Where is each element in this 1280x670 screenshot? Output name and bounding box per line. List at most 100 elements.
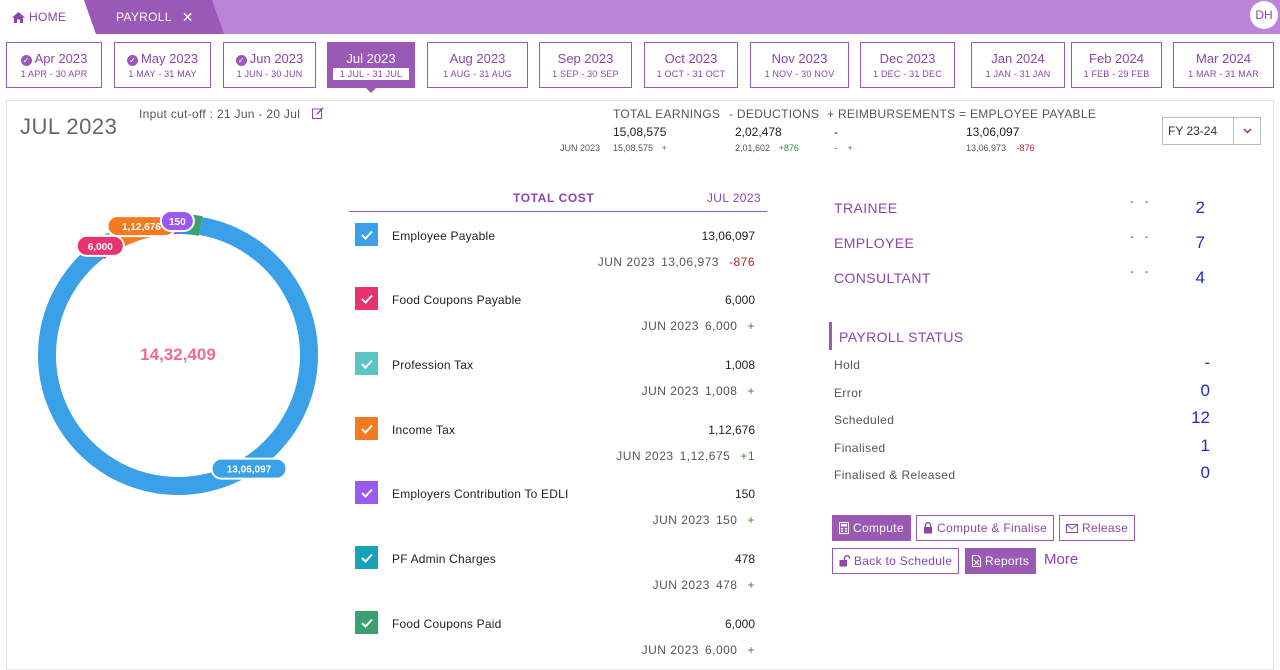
- month-name-text: Apr 2023: [35, 51, 88, 66]
- tab-payroll-label: PAYROLL: [116, 10, 172, 24]
- headcount-dash: - -: [1130, 231, 1152, 243]
- status-value[interactable]: 1: [1160, 436, 1210, 456]
- home-icon: [12, 12, 25, 23]
- month-range: 1 DEC - 31 DEC: [861, 69, 954, 79]
- month-name-text: May 2023: [141, 51, 198, 66]
- checkbox-checked[interactable]: [355, 611, 378, 634]
- month-tab[interactable]: Mar 2024 1 MAR - 31 MAR: [1173, 42, 1274, 88]
- release-label: Release: [1082, 521, 1128, 535]
- checkbox-checked[interactable]: [355, 223, 378, 246]
- month-tab[interactable]: ✓Apr 2023 1 APR - 30 APR: [6, 42, 102, 88]
- compute-label: Compute: [853, 521, 904, 535]
- deductions-value: 2,02,478: [735, 125, 782, 139]
- headcount-value[interactable]: 2: [1160, 198, 1205, 218]
- status-value[interactable]: -: [1160, 353, 1210, 373]
- release-button[interactable]: Release: [1059, 515, 1135, 541]
- month-name-text: Jan 2024: [991, 51, 1045, 66]
- checkbox-checked[interactable]: [355, 417, 378, 440]
- month-tab[interactable]: Feb 2024 1 FEB - 29 FEB: [1071, 42, 1162, 88]
- compute-button[interactable]: Compute: [832, 515, 911, 541]
- payable-prev: 13,06,973 -876: [966, 143, 1035, 153]
- back-to-schedule-button[interactable]: Back to Schedule: [832, 548, 959, 574]
- headcount-label: EMPLOYEE: [834, 235, 914, 251]
- compare-diff: +: [747, 643, 755, 657]
- month-name: Aug 2023: [428, 51, 527, 66]
- compare-month: JUN 2023: [598, 255, 655, 269]
- cost-row-name: Employers Contribution To EDLI: [392, 487, 569, 501]
- cost-row-name: Employee Payable: [392, 229, 495, 243]
- close-icon[interactable]: ✕: [182, 9, 194, 26]
- compare-value: 1,008: [705, 384, 738, 398]
- month-range: 1 JUN - 30 JUN: [224, 69, 315, 79]
- headcount-label: TRAINEE: [834, 200, 897, 216]
- donut-label-text: 150: [169, 217, 186, 228]
- donut-label: 13,06,097: [212, 459, 287, 479]
- cost-row-amount: 478: [735, 552, 755, 566]
- status-value[interactable]: 12: [1160, 408, 1210, 428]
- month-name: ✓Apr 2023: [7, 51, 101, 66]
- month-range: 1 FEB - 29 FEB: [1072, 69, 1161, 79]
- checkbox-checked[interactable]: [355, 287, 378, 310]
- month-name-text: Mar 2024: [1196, 51, 1251, 66]
- compare-value: 6,000: [705, 319, 738, 333]
- reports-button[interactable]: Reports: [965, 548, 1036, 574]
- check-circle-icon: ✓: [21, 55, 32, 66]
- chevron-down-icon[interactable]: [1233, 118, 1260, 144]
- compare-value: 13,06,973: [661, 255, 719, 269]
- status-value[interactable]: 0: [1160, 381, 1210, 401]
- more-link[interactable]: More: [1044, 551, 1078, 568]
- month-name: Feb 2024: [1072, 51, 1161, 66]
- cost-row-amount: 150: [735, 487, 755, 501]
- month-range: 1 MAR - 31 MAR: [1174, 69, 1273, 79]
- month-range: 1 OCT - 31 OCT: [645, 69, 737, 79]
- checkbox-checked[interactable]: [355, 352, 378, 375]
- month-range: 1 JUL - 31 JUL: [333, 68, 409, 80]
- month-range: 1 APR - 30 APR: [7, 69, 101, 79]
- month-range: 1 AUG - 31 AUG: [428, 69, 527, 79]
- month-tab[interactable]: Aug 2023 1 AUG - 31 AUG: [427, 42, 528, 88]
- compare-value: 150: [716, 513, 738, 527]
- month-name-text: Jun 2023: [250, 51, 304, 66]
- compare-value: 1,12,675: [680, 449, 731, 463]
- status-value[interactable]: 0: [1160, 463, 1210, 483]
- cost-header-total: TOTAL COST: [513, 191, 594, 205]
- cutoff-text: Input cut-off : 21 Jun - 20 Jul: [139, 107, 300, 121]
- month-name: Dec 2023: [861, 51, 954, 66]
- checkbox-checked[interactable]: [355, 481, 378, 504]
- edit-icon[interactable]: [312, 107, 324, 119]
- checkbox-checked[interactable]: [355, 546, 378, 569]
- check-circle-icon: ✓: [127, 55, 138, 66]
- check-icon: [361, 359, 373, 369]
- cost-row-name: Food Coupons Paid: [392, 617, 501, 631]
- payable-value: 13,06,097: [966, 125, 1019, 139]
- donut-label: 6,000: [77, 236, 124, 256]
- month-name: Nov 2023: [751, 51, 848, 66]
- fy-select[interactable]: FY 23-24: [1162, 117, 1261, 145]
- cost-list-header: TOTAL COST JUL 2023: [349, 190, 767, 212]
- avatar[interactable]: DH: [1250, 1, 1278, 29]
- reimbursements-value: -: [834, 125, 838, 139]
- tab-home[interactable]: HOME: [0, 0, 96, 34]
- unlock-icon: [839, 555, 850, 567]
- tab-payroll[interactable]: PAYROLL ✕: [84, 0, 224, 34]
- headcount-value[interactable]: 7: [1160, 233, 1205, 253]
- compute-finalise-button[interactable]: Compute & Finalise: [916, 515, 1054, 541]
- headcount-value[interactable]: 4: [1160, 268, 1205, 288]
- month-tab[interactable]: Dec 2023 1 DEC - 31 DEC: [860, 42, 955, 88]
